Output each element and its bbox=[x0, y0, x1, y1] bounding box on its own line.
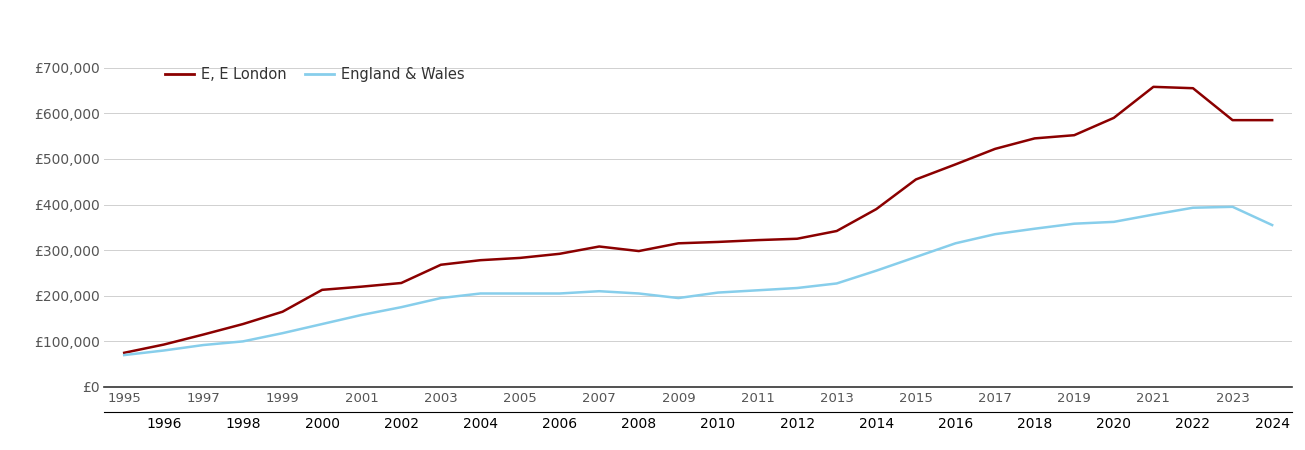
Legend: E, E London, England & Wales: E, E London, England & Wales bbox=[159, 61, 471, 88]
